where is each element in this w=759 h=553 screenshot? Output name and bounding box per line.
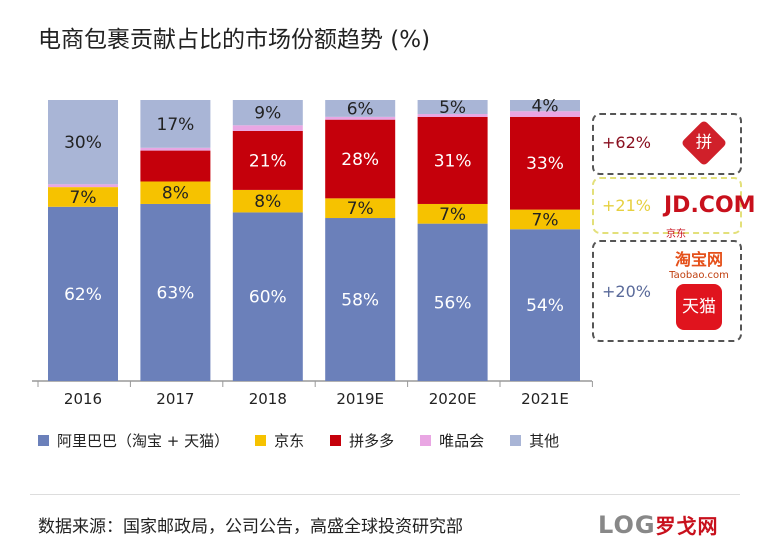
data-label: 4%: [532, 97, 559, 117]
bar-segment: [140, 203, 211, 381]
legend-item: 京东: [255, 430, 304, 451]
divider: [30, 494, 740, 495]
data-label: 7%: [439, 205, 466, 225]
bar-segment: [232, 125, 303, 131]
bar-segment: [417, 116, 488, 204]
bar-segment: [325, 100, 396, 117]
legend-label: 其他: [529, 432, 560, 450]
legend-label: 唯品会: [439, 432, 485, 450]
bar-segment: [48, 100, 118, 185]
bar-segment: [140, 150, 211, 182]
data-label: 60%: [249, 288, 287, 308]
data-label: 9%: [254, 104, 281, 124]
bar-segment: [140, 147, 211, 151]
data-label: 30%: [64, 133, 102, 153]
data-label: 63%: [157, 283, 195, 303]
jd-logo: JD.COM京东: [664, 193, 756, 240]
chart-title: 电商包裹贡献占比的市场份额趋势 (%): [38, 27, 431, 53]
x-tick-label: 2019E: [336, 390, 384, 408]
legend-swatch: [420, 435, 432, 446]
data-label: 31%: [434, 151, 472, 171]
bar-segment: [325, 218, 396, 381]
legend-swatch: [510, 435, 522, 446]
bar-segment: [510, 209, 580, 230]
data-label: 21%: [249, 151, 287, 171]
data-label: 28%: [341, 150, 379, 170]
bar-segment: [510, 111, 580, 117]
bar-segment: [417, 223, 488, 381]
bar-segment: [140, 181, 211, 204]
data-label: 33%: [526, 154, 564, 174]
bar-segment: [140, 100, 211, 148]
data-label: 62%: [64, 285, 102, 305]
legend-swatch: [330, 435, 342, 446]
growth-label: +62%: [602, 133, 651, 152]
x-tick-label: 2017: [156, 390, 194, 408]
bar-segment: [417, 203, 488, 224]
bar-segment: [232, 212, 303, 381]
data-label: 7%: [70, 188, 97, 208]
pdd-growth-box: +62% 拼: [592, 113, 742, 175]
bar-segment: [325, 116, 396, 120]
legend-item: 唯品会: [420, 430, 484, 451]
bar-segment: [232, 100, 303, 126]
bar-segment: [48, 184, 118, 188]
bar-segment: [510, 100, 580, 112]
data-label: 6%: [347, 99, 374, 119]
x-tick-label: 2020E: [429, 390, 477, 408]
bar-segment: [232, 130, 303, 190]
source-note: 数据来源：国家邮政局，公司公告，高盛全球投资研究部: [38, 517, 463, 537]
legend-label: 拼多多: [349, 432, 395, 450]
bar-segment: [510, 229, 580, 381]
data-label: 7%: [532, 210, 559, 230]
legend-label: 京东: [274, 432, 305, 450]
bar-segment: [510, 116, 580, 210]
data-label: 17%: [157, 115, 195, 135]
legend-swatch: [255, 435, 267, 446]
tmall-logo: 天猫: [676, 284, 722, 330]
data-label: 5%: [439, 98, 466, 118]
data-label: 7%: [347, 199, 374, 219]
legend-label: 阿里巴巴（淘宝 + 天猫）: [57, 432, 230, 450]
legend: 阿里巴巴（淘宝 + 天猫） 京东 拼多多 唯品会 其他: [38, 430, 559, 451]
legend-item: 阿里巴巴（淘宝 + 天猫）: [38, 430, 229, 451]
bar-segment: [325, 119, 396, 199]
watermark-logo: LOG罗戈网: [598, 511, 719, 539]
legend-swatch: [38, 435, 49, 446]
bar-segment: [417, 100, 488, 115]
alibaba-growth-box: +20% 淘宝网 Taobao.com 天猫: [592, 240, 742, 342]
legend-item: 其他: [510, 430, 559, 451]
data-label: 56%: [434, 293, 472, 313]
jd-growth-box: +21% JD.COM京东: [592, 177, 756, 240]
bar-segment: [48, 206, 118, 381]
taobao-logo: 淘宝网 Taobao.com: [669, 250, 729, 281]
x-tick-label: 2018: [249, 390, 287, 408]
growth-label: +21%: [602, 196, 651, 215]
bar-segment: [48, 187, 118, 207]
x-tick-label: 2021E: [521, 390, 569, 408]
data-label: 54%: [526, 296, 564, 316]
legend-item: 拼多多: [330, 430, 394, 451]
bar-segment: [325, 198, 396, 219]
bar-segment: [417, 114, 488, 117]
data-label: 8%: [254, 192, 281, 212]
x-tick-label: 2016: [64, 390, 102, 408]
data-label: 58%: [341, 291, 379, 311]
bar-segment: [232, 189, 303, 213]
pinduoduo-logo: 拼: [680, 119, 728, 167]
growth-label: +20%: [602, 282, 651, 301]
data-label: 8%: [162, 184, 189, 204]
